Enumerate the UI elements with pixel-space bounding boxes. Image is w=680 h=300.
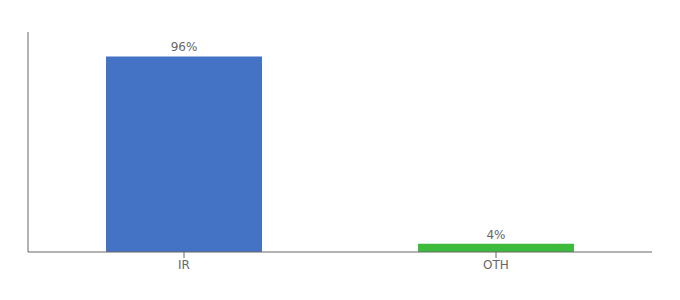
svg-text:OTH: OTH xyxy=(483,258,509,272)
svg-text:4%: 4% xyxy=(486,228,505,242)
svg-text:IR: IR xyxy=(178,258,190,272)
svg-text:96%: 96% xyxy=(171,40,198,54)
